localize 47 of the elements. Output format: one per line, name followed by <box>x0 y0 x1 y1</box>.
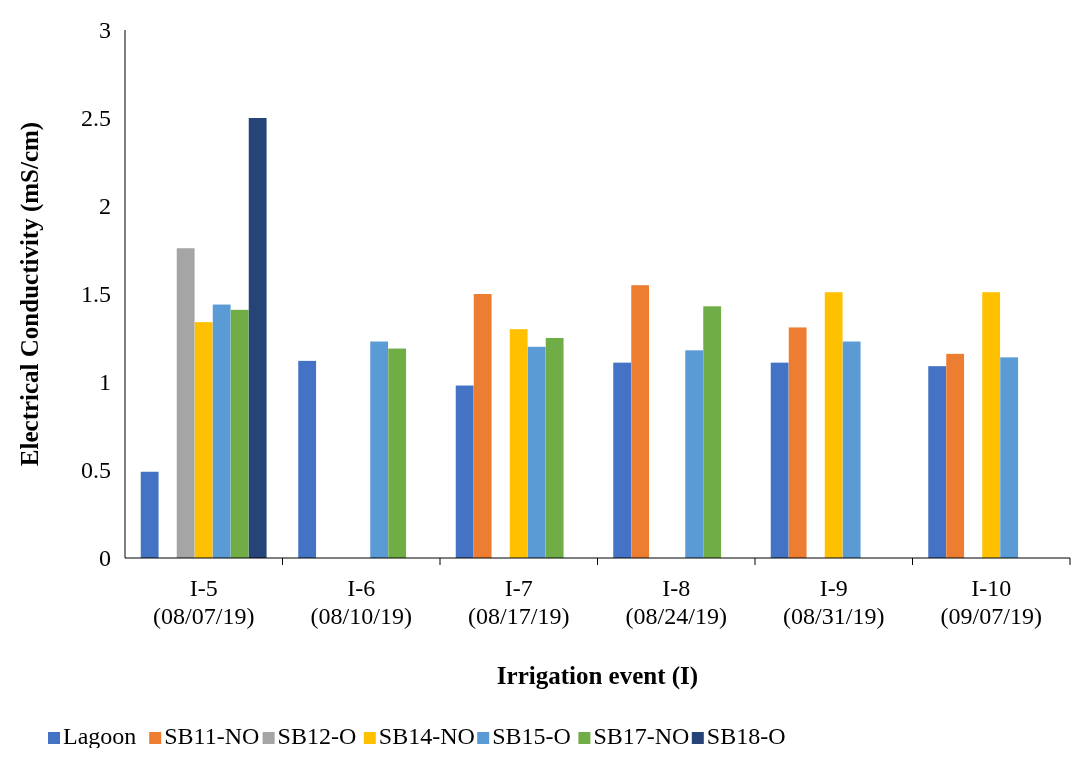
bar <box>230 309 249 558</box>
bar <box>455 385 474 558</box>
bar <box>685 350 704 558</box>
legend-label: SB14-NO <box>378 723 475 749</box>
bar <box>982 292 1001 558</box>
bar <box>509 329 528 558</box>
bar <box>298 360 317 558</box>
bar <box>613 362 632 558</box>
bar <box>770 362 789 558</box>
x-axis-title: Irrigation event (I) <box>496 662 699 690</box>
legend-label: SB11-NO <box>164 723 260 749</box>
legend-label: SB17-NO <box>593 723 690 749</box>
y-tick-label: 2 <box>99 193 111 220</box>
bar <box>1000 357 1019 558</box>
x-tick-label: I-10 (09/07/19) <box>940 575 1042 629</box>
bar <box>194 322 213 558</box>
y-tick-label: 1.5 <box>81 281 111 308</box>
legend-label: SB15-O <box>492 723 571 749</box>
x-tick-label: I-8 (08/24/19) <box>625 575 727 629</box>
x-tick-label: I-6 (08/10/19) <box>310 575 412 629</box>
y-tick-label: 1 <box>99 369 111 396</box>
bar <box>631 285 650 558</box>
bar <box>473 294 492 558</box>
y-tick-label: 0 <box>99 545 111 572</box>
bar <box>703 306 722 558</box>
x-tick-label: I-7 (08/17/19) <box>468 575 570 629</box>
bar <box>928 366 947 558</box>
bar <box>370 341 389 558</box>
bar <box>212 304 231 558</box>
bar <box>527 346 546 558</box>
bar <box>824 292 843 558</box>
y-tick-label: 2.5 <box>81 105 111 132</box>
bar <box>788 327 807 558</box>
bar <box>140 471 159 558</box>
bar <box>946 353 965 558</box>
y-tick-label: 0.5 <box>81 457 111 484</box>
bar <box>842 341 861 558</box>
bar <box>248 118 267 558</box>
bar <box>388 348 407 558</box>
x-tick-label: I-9 (08/31/19) <box>783 575 885 629</box>
y-axis-title: Electrical Conductivity (mS/cm) <box>16 121 44 467</box>
legend-label: SB12-O <box>277 723 357 749</box>
legend-label: SB18-O <box>706 723 786 749</box>
y-tick-label: 3 <box>99 17 111 44</box>
bar <box>176 248 195 558</box>
x-tick-label: I-5 (08/07/19) <box>153 575 255 629</box>
bar <box>545 338 564 558</box>
